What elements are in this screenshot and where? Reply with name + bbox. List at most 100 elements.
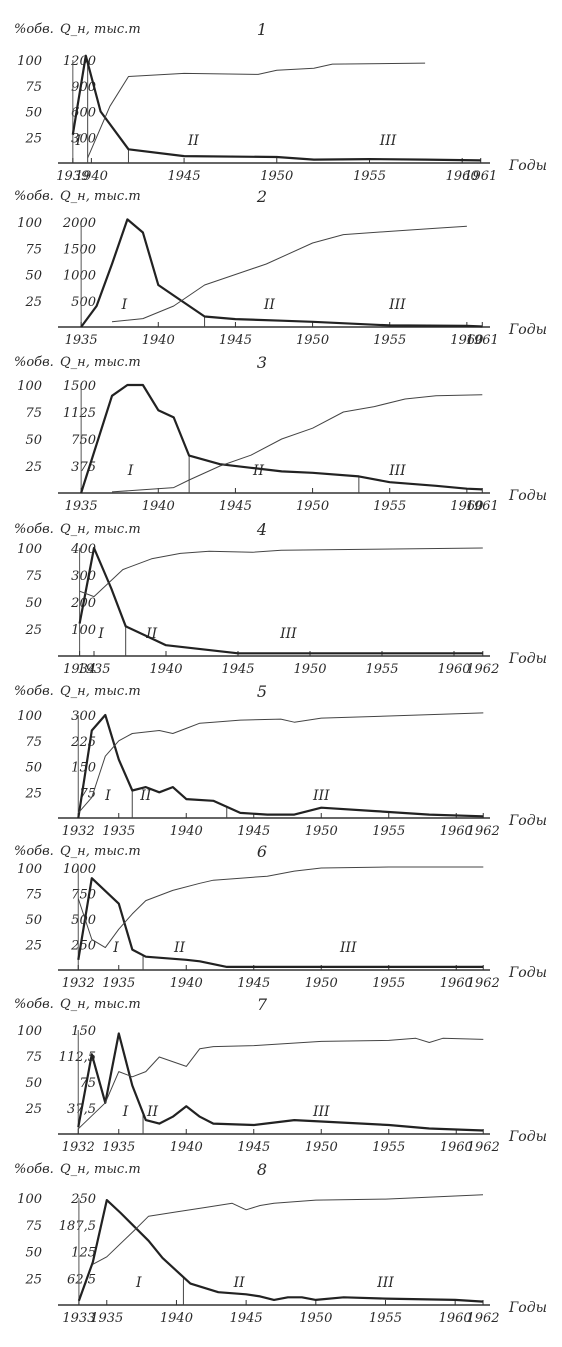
left-tick-label: 100	[17, 216, 42, 231]
x-tick-label: 1950	[296, 499, 329, 514]
x-tick-label: 1945	[221, 662, 254, 677]
right-axis-label: Q_н, тыс.т	[60, 1162, 141, 1177]
left-tick-label: 75	[25, 1050, 42, 1065]
x-tick-label: 1960	[440, 1140, 473, 1155]
panel-number: 8	[257, 1160, 267, 1179]
x-axis-title: Годы	[508, 1129, 547, 1145]
x-tick-label: 1945	[237, 976, 270, 991]
x-tick-label: 1950	[299, 1311, 332, 1326]
x-tick-label: 1961	[464, 169, 497, 184]
left-axis-label: %обв.	[14, 997, 54, 1012]
stage-label: I	[135, 1275, 142, 1291]
panel-number: 5	[257, 682, 267, 701]
stage-label: III	[388, 297, 406, 313]
x-axis-title: Годы	[508, 813, 547, 829]
right-tick-label: 1500	[63, 242, 96, 257]
left-tick-label: 50	[25, 913, 42, 928]
x-tick-label: 1962	[467, 824, 500, 839]
panel-6: %обв. Q_н, тыс.т 6 100 75 50 25 1000 750 500 250 19…	[14, 842, 547, 991]
stage-label: I	[104, 788, 111, 804]
left-axis-label: %обв.	[14, 22, 54, 37]
left-tick-label: 75	[25, 80, 42, 95]
stage-label: II	[146, 1104, 159, 1120]
left-tick-label: 50	[25, 433, 42, 448]
stage-label: III	[388, 463, 406, 479]
x-axis-title: Годы	[508, 322, 547, 338]
x-tick-label: 1962	[466, 1311, 499, 1326]
right-tick-label: 75	[79, 1076, 96, 1091]
oil-production-line	[80, 383, 483, 494]
right-tick-label: 300	[71, 569, 96, 584]
x-tick-label: 1935	[65, 333, 98, 348]
x-tick-label: 1945	[219, 499, 252, 514]
stage-label: II	[252, 463, 265, 479]
x-tick-label: 1935	[102, 1140, 135, 1155]
left-axis-label: %обв.	[14, 844, 54, 859]
stage-label: I	[122, 1104, 129, 1120]
right-tick-label: 187,5	[59, 1219, 96, 1234]
x-tick-label: 1935	[102, 824, 135, 839]
x-tick-label: 1940	[142, 333, 175, 348]
panel-3: %обв. Q_н, тыс.т 3 100 75 50 25 1500 1125 750 375 1…	[14, 353, 547, 514]
right-tick-label: 250	[70, 1192, 96, 1207]
right-axis-label: Q_н, тыс.т	[60, 22, 141, 37]
x-axis-title: Годы	[508, 965, 547, 981]
left-tick-label: 75	[25, 242, 42, 257]
stage-label: I	[112, 940, 119, 956]
right-tick-label: 1125	[63, 406, 96, 421]
x-tick-label: 1940	[170, 1140, 203, 1155]
x-tick-label: 1955	[369, 1311, 402, 1326]
right-tick-label: 225	[70, 735, 96, 750]
stage-label: II	[263, 297, 276, 313]
x-tick-label: 1960	[450, 333, 483, 348]
left-tick-label: 75	[25, 406, 42, 421]
x-tick-label: 1940	[142, 499, 175, 514]
x-tick-label: 1955	[353, 169, 386, 184]
right-tick-label: 150	[71, 761, 96, 776]
left-tick-label: 25	[24, 295, 42, 310]
panel-1: %обв. Q_н, тыс.т 1100755025120090060030019…	[14, 20, 547, 184]
right-axis-label: Q_н, тыс.т	[60, 355, 141, 370]
x-axis-title: Годы	[508, 651, 547, 667]
water-cut-line	[77, 866, 484, 949]
left-tick-label: 100	[17, 379, 42, 394]
right-tick-label: 1200	[63, 54, 96, 69]
left-tick-label: 75	[25, 1219, 42, 1234]
water-cut-line	[111, 394, 483, 493]
x-tick-label: 1955	[372, 824, 405, 839]
x-tick-label: 1935	[65, 499, 98, 514]
x-tick-label: 1940	[75, 169, 108, 184]
oil-production-line	[78, 546, 483, 655]
left-tick-label: 50	[25, 1246, 42, 1261]
right-tick-label: 62,5	[67, 1272, 96, 1287]
stage-label: III	[312, 1104, 330, 1120]
x-tick-label: 1932	[62, 1140, 95, 1155]
stage-label: II	[139, 788, 152, 804]
panel-number: 3	[257, 353, 267, 372]
left-tick-label: 75	[25, 735, 42, 750]
x-tick-label: 1950	[305, 824, 338, 839]
right-axis-label: Q_н, тыс.т	[60, 844, 141, 859]
x-axis-title: Годы	[508, 158, 547, 174]
x-tick-label: 1960	[446, 169, 479, 184]
x-tick-label: 1960	[440, 824, 473, 839]
water-cut-line	[111, 225, 467, 323]
left-axis-label: %обв.	[14, 684, 54, 699]
right-axis-label: Q_н, тыс.т	[60, 997, 141, 1012]
left-tick-label: 100	[17, 862, 42, 877]
left-tick-label: 100	[17, 1024, 42, 1039]
x-tick-label: 1940	[160, 1311, 193, 1326]
x-tick-label: 1962	[467, 1140, 500, 1155]
oil-production-line	[77, 1198, 484, 1303]
x-tick-label: 1939	[56, 169, 89, 184]
water-cut-line	[79, 547, 483, 598]
x-tick-label: 1945	[237, 824, 270, 839]
x-tick-label: 1935	[102, 976, 135, 991]
right-axis-label: Q_н, тыс.т	[60, 684, 141, 699]
water-cut-line	[77, 1037, 484, 1130]
oil-production-line	[71, 54, 481, 162]
x-tick-label: 1940	[149, 662, 182, 677]
x-tick-label: 1950	[293, 662, 326, 677]
right-tick-label: 500	[71, 295, 96, 310]
